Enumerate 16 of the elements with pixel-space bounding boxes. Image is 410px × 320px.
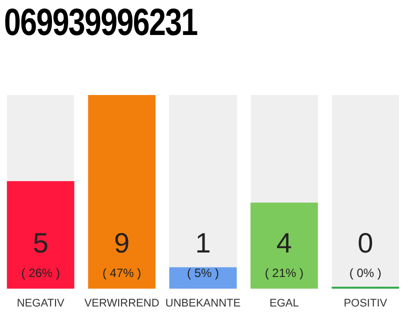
annotation: ( 21% ): [264, 266, 304, 280]
data-label: 1: [195, 228, 211, 259]
annotation: ( 5% ): [186, 266, 220, 280]
x-tick-label: NEGATIV: [16, 297, 65, 310]
x-tick-label: EGAL: [270, 297, 299, 310]
data-label: 5: [32, 228, 48, 259]
annotation: ( 47% ): [102, 266, 142, 280]
x-tick-label: POSITIV: [344, 297, 388, 310]
data-label: 4: [276, 228, 292, 259]
data-label: 9: [114, 228, 130, 259]
x-tick-label: UNBEKANNTE: [165, 297, 241, 310]
annotation: ( 26% ): [21, 266, 60, 280]
data-label: 0: [358, 228, 374, 259]
chart-title: 069939996231: [4, 2, 198, 45]
annotation: ( 0% ): [349, 266, 382, 280]
x-tick-label: VERWIRREND: [84, 297, 160, 310]
